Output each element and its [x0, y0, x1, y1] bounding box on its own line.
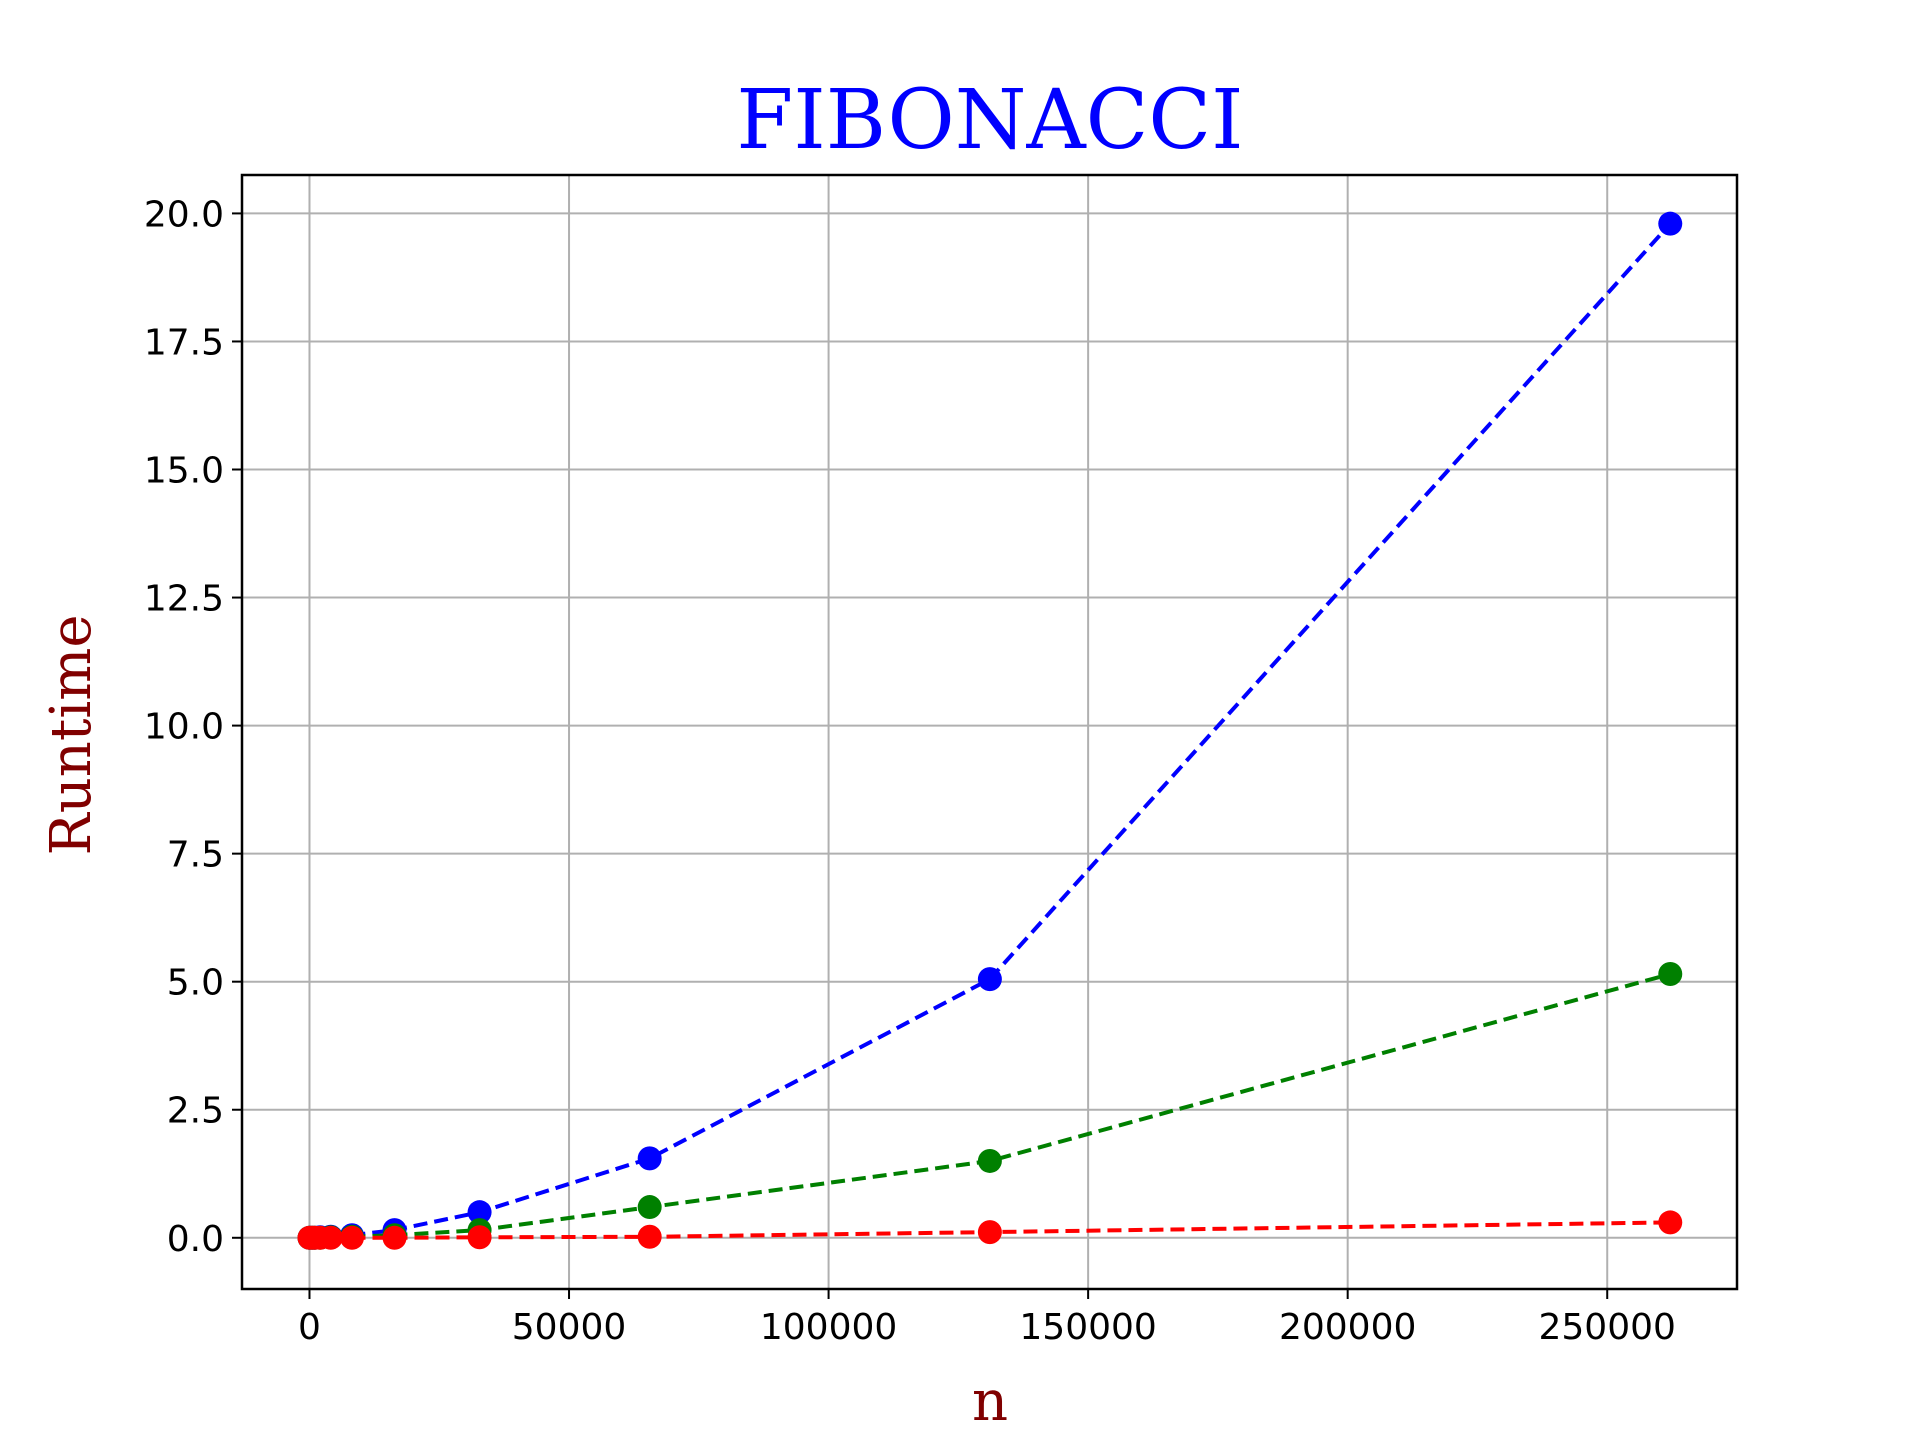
y-tick-label: 20.0 [144, 194, 224, 235]
grid-layer [242, 175, 1737, 1289]
data-point [977, 1220, 1002, 1245]
data-point [467, 1225, 492, 1250]
data-point [637, 1146, 662, 1171]
plot-area-frame [240, 173, 1739, 1291]
y-tick-label: 10.0 [144, 707, 224, 748]
data-point [977, 1148, 1002, 1173]
series-3 [297, 1210, 1683, 1250]
x-tick-label: 150000 [1019, 1307, 1156, 1348]
y-tick-label: 2.5 [167, 1091, 224, 1132]
y-tick-label: 0.0 [167, 1219, 224, 1260]
y-tick-label: 5.0 [167, 963, 224, 1004]
data-point [340, 1225, 365, 1250]
data-point [637, 1224, 662, 1249]
data-point [637, 1195, 662, 1220]
x-tick-label: 50000 [512, 1307, 627, 1348]
data-point [977, 967, 1002, 992]
data-point [382, 1225, 407, 1250]
y-axis-label: Runtime [39, 615, 104, 856]
y-tick-label: 15.0 [144, 451, 224, 492]
y-tick-label: 12.5 [144, 579, 224, 620]
y-tick-label: 7.5 [167, 835, 224, 876]
x-tick-label: 250000 [1539, 1307, 1676, 1348]
data-point [1658, 211, 1683, 236]
series-layer [297, 211, 1683, 1250]
tick-layer: 0 50000 100000 150000 200000 250000 0.0 2.5 5.0 7… [144, 194, 1676, 1348]
data-point [467, 1200, 492, 1225]
data-point [318, 1225, 343, 1250]
y-tick-label: 17.5 [144, 322, 224, 363]
chart-title: FIBONACCI [736, 73, 1243, 168]
x-tick-label: 100000 [760, 1307, 897, 1348]
x-tick-label: 0 [298, 1307, 321, 1348]
x-tick-label: 200000 [1279, 1307, 1416, 1348]
data-point [1658, 962, 1683, 987]
x-axis-label: n [972, 1369, 1008, 1434]
data-point [1658, 1210, 1683, 1235]
